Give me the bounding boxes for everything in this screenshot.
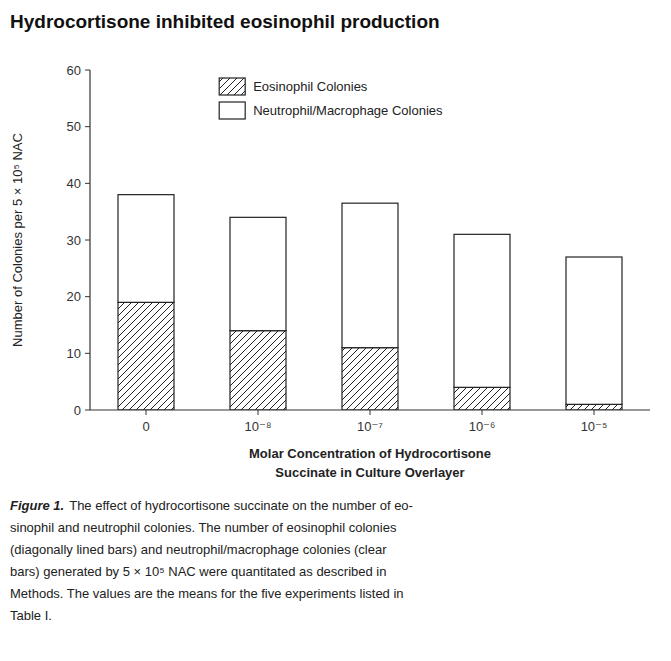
x-tick-label: 10⁻⁵	[581, 419, 608, 434]
y-tick-label: 50	[67, 119, 81, 134]
x-tick	[370, 410, 371, 415]
bar-segment	[454, 387, 510, 410]
y-axis-label: Number of Colonies per 5 × 10⁵ NAC	[10, 133, 25, 347]
legend-swatch	[219, 102, 245, 119]
x-tick-label: 0	[142, 419, 149, 434]
title: Hydrocortisone inhibited eosinophil prod…	[10, 11, 440, 32]
caption-line: Methods. The values are the means for th…	[10, 586, 404, 601]
y-tick-label: 20	[67, 289, 81, 304]
y-tick	[85, 240, 90, 241]
caption-line: bars) generated by 5 × 10⁵ NAC were quan…	[10, 564, 386, 579]
y-tick	[85, 126, 90, 127]
x-tick	[594, 410, 595, 415]
y-tick	[85, 70, 90, 71]
bar-segment	[118, 302, 174, 410]
caption: Figure 1. The effect of hydrocortisone su…	[10, 498, 413, 513]
bars	[118, 195, 622, 410]
caption-line: sinophil and neutrophil colonies. The nu…	[10, 520, 397, 535]
y-tick	[85, 296, 90, 297]
y-tick-label: 60	[67, 63, 81, 78]
x-tick	[258, 410, 259, 415]
y-tick-label: 40	[67, 176, 81, 191]
caption-line: Table I.	[10, 608, 52, 623]
x-tick	[482, 410, 483, 415]
caption-line: (diagonally lined bars) and neutrophil/m…	[10, 542, 387, 557]
bar-segment	[454, 234, 510, 387]
legend-swatch	[219, 78, 245, 95]
legend-label: Eosinophil Colonies	[253, 79, 368, 94]
y-tick-label: 10	[67, 346, 81, 361]
chart: Hydrocortisone inhibited eosinophil prod…	[0, 0, 671, 661]
bar-segment	[230, 331, 286, 410]
bar-segment	[230, 217, 286, 330]
y-tick	[85, 410, 90, 411]
x-axis-label: Molar Concentration of Hydrocortisone	[249, 446, 491, 461]
legend-label: Neutrophil/Macrophage Colonies	[253, 103, 443, 118]
legend-box	[213, 72, 483, 128]
x-tick-label: 10⁻⁶	[469, 419, 496, 434]
x-tick-label: 10⁻⁸	[245, 419, 272, 434]
x-axis-label: Succinate in Culture Overlayer	[275, 465, 464, 480]
y-tick-label: 30	[67, 233, 81, 248]
legend: Eosinophil Colonies Neutrophil/Macrophage…	[213, 72, 483, 128]
caption-line: The effect of hydrocortisone succinate o…	[69, 498, 413, 513]
x-tick	[146, 410, 147, 415]
bar-segment	[566, 257, 622, 404]
bar-segment	[342, 348, 398, 410]
y-tick	[85, 183, 90, 184]
bar-segment	[566, 404, 622, 410]
y-axis	[89, 70, 90, 410]
bar-segment	[342, 203, 398, 348]
y-tick-label: 0	[74, 403, 81, 418]
caption-label: Figure 1.	[10, 498, 64, 513]
bar-segment	[118, 195, 174, 303]
y-tick	[85, 353, 90, 354]
x-tick-label: 10⁻⁷	[357, 419, 383, 434]
